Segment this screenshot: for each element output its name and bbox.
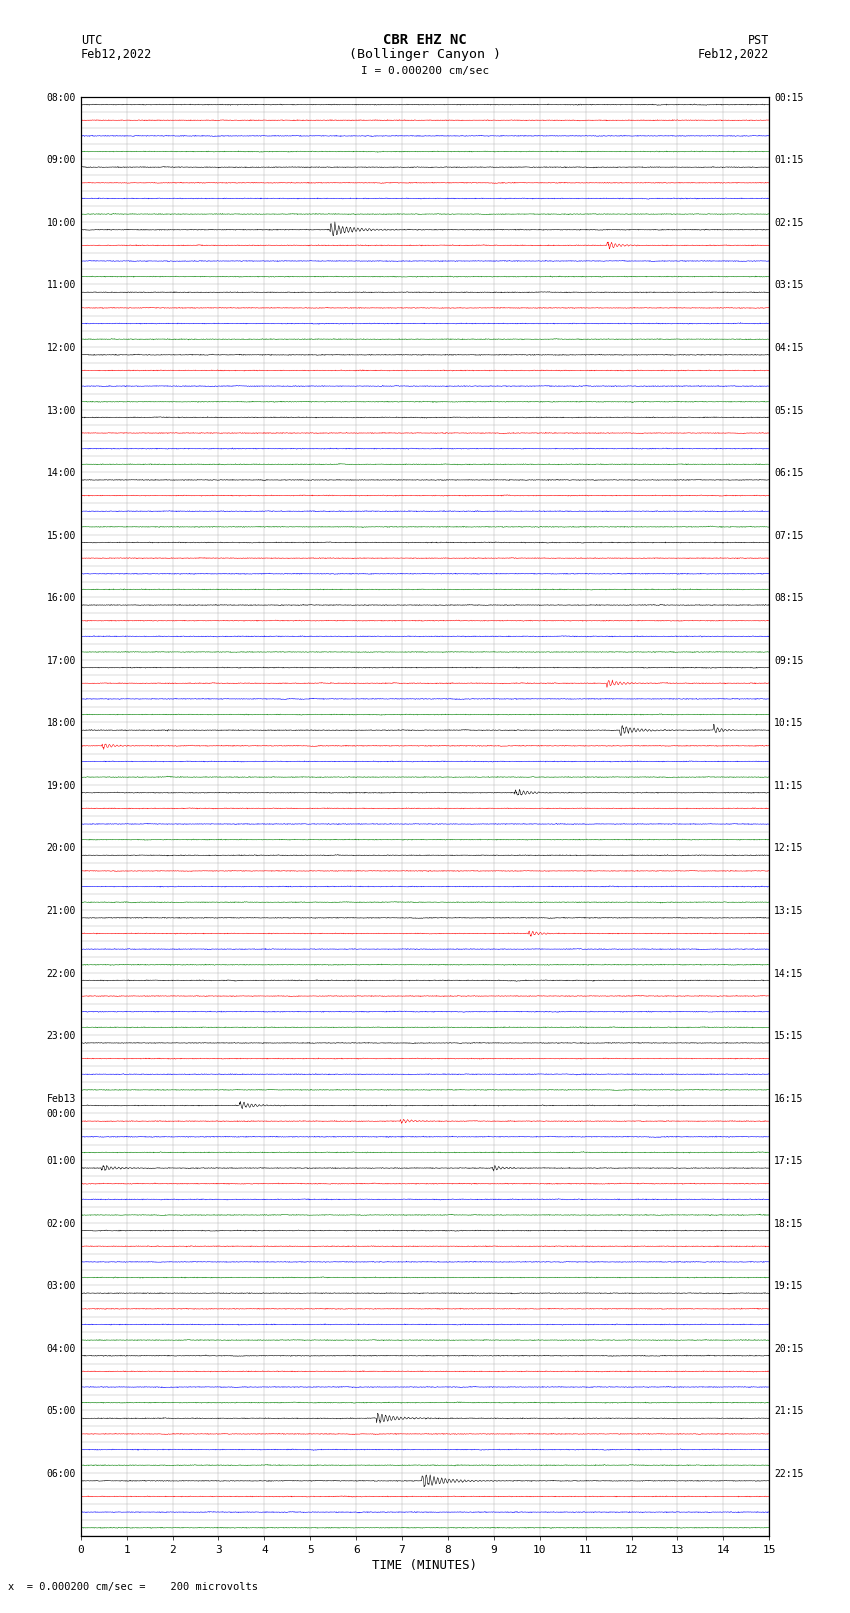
Text: x  = 0.000200 cm/sec =    200 microvolts: x = 0.000200 cm/sec = 200 microvolts xyxy=(8,1582,258,1592)
Text: Feb12,2022: Feb12,2022 xyxy=(81,48,152,61)
Text: UTC: UTC xyxy=(81,34,102,47)
Text: (Bollinger Canyon ): (Bollinger Canyon ) xyxy=(349,48,501,61)
Text: Feb12,2022: Feb12,2022 xyxy=(698,48,769,61)
Text: PST: PST xyxy=(748,34,769,47)
Text: I = 0.000200 cm/sec: I = 0.000200 cm/sec xyxy=(361,66,489,76)
Text: CBR EHZ NC: CBR EHZ NC xyxy=(383,34,467,47)
X-axis label: TIME (MINUTES): TIME (MINUTES) xyxy=(372,1558,478,1571)
